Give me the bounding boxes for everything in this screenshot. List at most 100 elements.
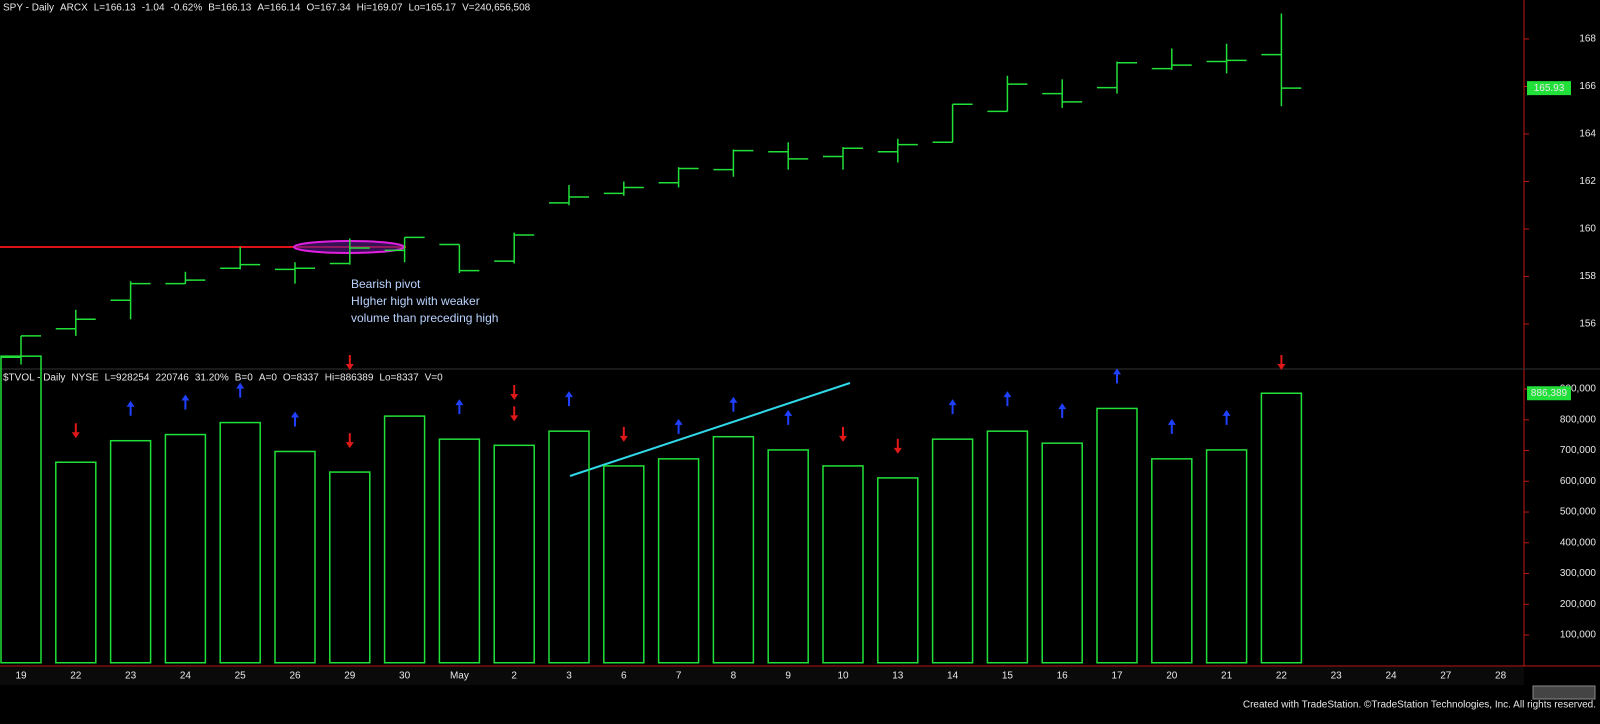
x-tick-label: 30 — [399, 671, 411, 682]
x-tick-label: 20 — [1166, 671, 1178, 682]
down-arrow — [619, 426, 628, 442]
y-tick-label: 100,000 — [1560, 630, 1597, 641]
x-tick-label: 24 — [1385, 671, 1397, 682]
x-tick-label: 8 — [731, 671, 737, 682]
volume-bar — [767, 449, 809, 664]
up-arrow — [236, 382, 245, 398]
volume-bar — [548, 430, 590, 664]
down-arrow — [839, 426, 847, 442]
header-item: 31.20% — [195, 373, 229, 384]
volume-bar — [164, 433, 207, 664]
down-arrow — [71, 423, 80, 439]
up-arrow — [1167, 418, 1176, 434]
y-tick-label: 168 — [1579, 34, 1596, 45]
x-tick-label: 23 — [125, 671, 137, 682]
down-arrow — [345, 433, 354, 449]
up-arrow — [291, 411, 299, 427]
x-tick-label: 24 — [180, 671, 192, 682]
up-arrow — [126, 400, 135, 416]
up-arrow — [674, 418, 683, 434]
volume-bar — [603, 465, 645, 664]
annotation: HIgher high with weaker — [351, 294, 480, 308]
x-tick-label: 19 — [15, 671, 27, 682]
header-item: NYSE — [71, 373, 99, 384]
volume-bar — [274, 450, 316, 664]
x-tick-label: 27 — [1440, 671, 1452, 682]
x-tick-label: 23 — [1331, 671, 1343, 682]
y-tick-label: 900,000 — [1560, 384, 1597, 395]
header-item: $TVOL - Daily — [3, 373, 65, 384]
header-item: B=166.13 — [208, 3, 252, 14]
y-tick-label: 156 — [1579, 319, 1596, 330]
footer: Created with TradeStation. ©TradeStation… — [1243, 700, 1596, 711]
x-tick-label: 28 — [1495, 671, 1507, 682]
header-item: -1.04 — [142, 3, 165, 14]
up-arrow — [729, 396, 738, 412]
volume-bar — [657, 458, 700, 664]
y-tick-label: 166 — [1579, 81, 1596, 92]
header-item: Hi=886389 — [325, 373, 374, 384]
header-item: A=0 — [259, 373, 278, 384]
volume-bar — [712, 435, 755, 664]
last-price-label: 165.93 — [1534, 83, 1565, 94]
up-arrow — [1058, 403, 1067, 419]
scrollbar[interactable] — [1532, 685, 1596, 700]
y-tick-label: 158 — [1579, 271, 1596, 282]
up-arrow — [455, 399, 464, 415]
up-arrow — [181, 394, 190, 410]
header-item: O=167.34 — [306, 3, 351, 14]
last-volume-box — [1527, 386, 1571, 401]
volume-bar — [383, 415, 426, 664]
volume-bar — [219, 421, 261, 664]
x-tick-label: 29 — [344, 671, 356, 682]
volume-bar — [438, 438, 481, 664]
x-tick-label: 25 — [235, 671, 247, 682]
up-arrow — [565, 391, 573, 407]
up-arrow — [1003, 391, 1012, 407]
last-volume-label: 886,389 — [1531, 388, 1568, 399]
last-price-box — [1527, 81, 1571, 96]
x-tick-label: 10 — [837, 671, 849, 682]
volume-bar — [1096, 407, 1138, 664]
volume-bar — [1041, 442, 1083, 664]
up-arrow — [1222, 409, 1231, 425]
x-tick-label: 2 — [511, 671, 517, 682]
header-item: V=0 — [425, 373, 444, 384]
x-tick-label: 21 — [1221, 671, 1233, 682]
x-tick-label: 7 — [676, 671, 682, 682]
date-axis — [0, 667, 1524, 685]
header-item: B=0 — [235, 373, 254, 384]
pivot-highlight — [293, 240, 405, 254]
header-item: 220746 — [155, 373, 189, 384]
header-item: L=928254 — [105, 373, 150, 384]
header-item: ARCX — [60, 3, 88, 14]
x-tick-label: 16 — [1057, 671, 1069, 682]
y-tick-label: 400,000 — [1560, 537, 1597, 548]
down-arrow — [510, 385, 519, 400]
x-tick-label: 15 — [1002, 671, 1014, 682]
down-arrow — [345, 355, 354, 370]
header-item: -0.62% — [171, 3, 203, 14]
up-arrow — [948, 399, 957, 415]
header-item: V=240,656,508 — [462, 3, 531, 14]
y-tick-label: 300,000 — [1560, 568, 1597, 579]
x-tick-label: 17 — [1111, 671, 1123, 682]
x-tick-label: 6 — [621, 671, 627, 682]
y-tick-label: 700,000 — [1560, 445, 1597, 456]
volume-bar — [109, 439, 152, 664]
trend-line — [569, 382, 851, 477]
x-tick-label: 14 — [947, 671, 959, 682]
volume-bar — [986, 430, 1029, 664]
y-tick-label: 164 — [1579, 129, 1596, 140]
y-tick-label: 800,000 — [1560, 414, 1597, 425]
volume-bar — [822, 465, 864, 664]
header-item: Lo=165.17 — [409, 3, 457, 14]
header-item: L=166.13 — [94, 3, 136, 14]
down-arrow — [510, 406, 519, 422]
down-arrow — [893, 438, 902, 454]
y-tick-label: 160 — [1579, 224, 1596, 235]
volume-bar — [329, 471, 371, 664]
header-item: SPY - Daily — [3, 3, 54, 14]
